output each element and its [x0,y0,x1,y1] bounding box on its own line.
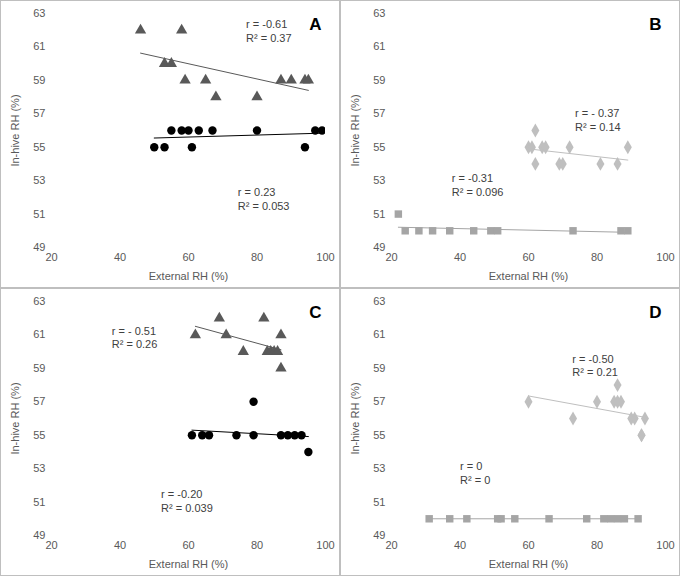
svg-text:In-hive RH (%): In-hive RH (%) [9,382,21,454]
svg-text:61: 61 [33,40,45,52]
svg-text:59: 59 [373,362,385,374]
svg-text:r = 0R² = 0: r = 0R² = 0 [460,460,490,486]
svg-text:B: B [649,15,661,34]
svg-text:External RH (%): External RH (%) [489,270,568,282]
svg-text:59: 59 [33,362,45,374]
svg-text:External RH (%): External RH (%) [489,558,568,570]
svg-text:57: 57 [373,395,385,407]
svg-text:49: 49 [373,241,385,253]
svg-text:53: 53 [33,462,45,474]
svg-text:D: D [649,303,661,322]
svg-text:r = -0.61R² = 0.37: r = -0.61R² = 0.37 [246,18,292,44]
svg-text:r = -0.20R² = 0.039: r = -0.20R² = 0.039 [161,488,213,514]
svg-text:61: 61 [373,40,385,52]
svg-text:60: 60 [522,539,534,551]
svg-text:63: 63 [33,7,45,19]
svg-text:63: 63 [33,295,45,307]
svg-text:100: 100 [656,539,674,551]
svg-text:40: 40 [454,539,466,551]
svg-text:r = - 0.51R² = 0.26: r = - 0.51R² = 0.26 [112,325,158,351]
svg-text:57: 57 [33,107,45,119]
svg-text:External RH (%): External RH (%) [149,558,228,570]
svg-text:53: 53 [33,174,45,186]
svg-text:80: 80 [591,251,603,263]
svg-text:55: 55 [33,429,45,441]
svg-text:r = 0.23R² = 0.053: r = 0.23R² = 0.053 [238,186,290,212]
svg-text:C: C [309,303,321,322]
svg-text:In-hive RH (%): In-hive RH (%) [349,94,361,166]
svg-text:63: 63 [373,7,385,19]
svg-text:60: 60 [522,251,534,263]
svg-text:100: 100 [656,251,674,263]
svg-text:51: 51 [33,496,45,508]
svg-text:61: 61 [373,328,385,340]
svg-text:57: 57 [33,395,45,407]
svg-text:20: 20 [385,539,397,551]
svg-text:59: 59 [33,74,45,86]
svg-text:49: 49 [33,241,45,253]
svg-text:55: 55 [373,429,385,441]
svg-text:80: 80 [251,251,263,263]
svg-text:57: 57 [373,107,385,119]
svg-text:40: 40 [114,539,126,551]
svg-text:20: 20 [45,539,57,551]
svg-text:A: A [309,15,321,34]
svg-text:r = - 0.37R² = 0.14: r = - 0.37R² = 0.14 [575,107,621,133]
svg-text:49: 49 [33,529,45,541]
svg-text:100: 100 [316,539,334,551]
svg-text:40: 40 [114,251,126,263]
svg-text:80: 80 [591,539,603,551]
svg-text:63: 63 [373,295,385,307]
svg-text:55: 55 [33,141,45,153]
svg-text:External RH (%): External RH (%) [149,270,228,282]
svg-text:53: 53 [373,174,385,186]
svg-text:In-hive RH (%): In-hive RH (%) [349,382,361,454]
svg-text:61: 61 [33,328,45,340]
svg-text:60: 60 [182,251,194,263]
svg-text:51: 51 [373,208,385,220]
svg-text:59: 59 [373,74,385,86]
svg-text:r = -0.50R² = 0.21: r = -0.50R² = 0.21 [572,353,618,379]
svg-text:20: 20 [45,251,57,263]
svg-text:r = -0.31R² = 0.096: r = -0.31R² = 0.096 [452,172,504,198]
svg-text:60: 60 [182,539,194,551]
svg-text:In-hive RH (%): In-hive RH (%) [9,94,21,166]
svg-text:55: 55 [373,141,385,153]
svg-text:100: 100 [316,251,334,263]
svg-text:80: 80 [251,539,263,551]
svg-text:20: 20 [385,251,397,263]
svg-text:53: 53 [373,462,385,474]
svg-text:51: 51 [33,208,45,220]
svg-text:40: 40 [454,251,466,263]
svg-text:51: 51 [373,496,385,508]
svg-text:49: 49 [373,529,385,541]
